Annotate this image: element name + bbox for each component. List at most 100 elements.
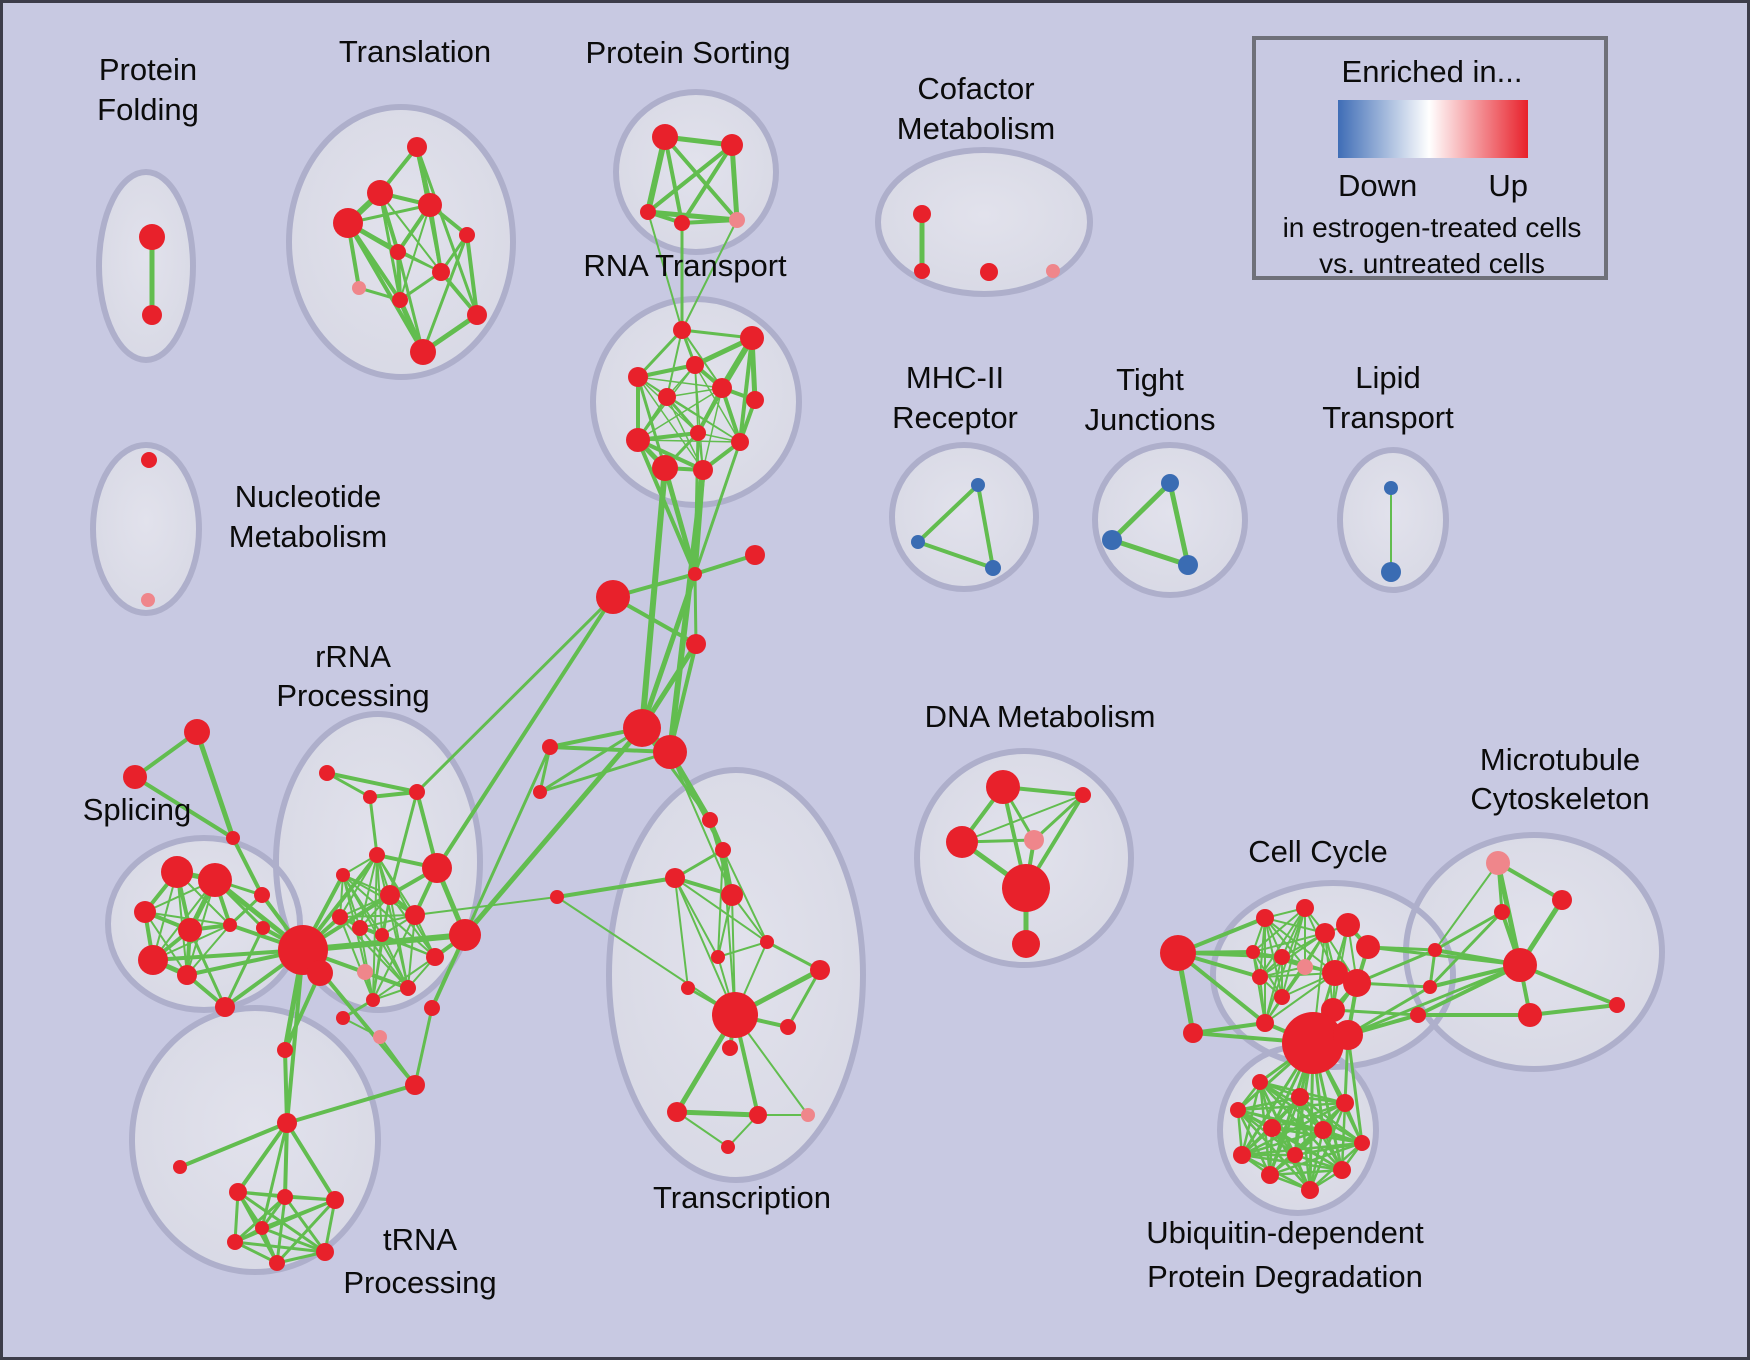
node-c6-red[interactable] [1315, 923, 1335, 943]
node-s3-red[interactable] [134, 901, 156, 923]
node-pf2-red[interactable] [142, 305, 162, 325]
node-m4-red[interactable] [1503, 948, 1537, 982]
node-u12-red[interactable] [1301, 1181, 1319, 1199]
node-tl3-red[interactable] [333, 208, 363, 238]
node-c7-red[interactable] [1336, 913, 1360, 937]
node-c4-red[interactable] [1274, 949, 1290, 965]
node-k4-red[interactable] [227, 1234, 243, 1250]
node-t8-red[interactable] [681, 981, 695, 995]
node-s1-red[interactable] [161, 856, 193, 888]
node-u8-red[interactable] [1233, 1146, 1251, 1164]
node-rt9-red[interactable] [690, 425, 706, 441]
node-b1-red[interactable] [1428, 943, 1442, 957]
node-lp1-blue[interactable] [1384, 481, 1398, 495]
node-d1-red[interactable] [986, 770, 1020, 804]
node-rt11-red[interactable] [652, 455, 678, 481]
node-tj2-blue[interactable] [1102, 530, 1122, 550]
node-ch1-red[interactable] [688, 567, 702, 581]
node-t16-red[interactable] [749, 1106, 767, 1124]
node-r24-red[interactable] [449, 919, 481, 951]
node-u3-red[interactable] [1336, 1094, 1354, 1112]
node-r18-red[interactable] [400, 980, 416, 996]
node-r10-red[interactable] [422, 853, 452, 883]
node-qi-red[interactable] [173, 1160, 187, 1174]
node-ps2-red[interactable] [721, 134, 743, 156]
node-cf3-red[interactable] [980, 263, 998, 281]
node-c14-red[interactable] [1282, 1012, 1344, 1074]
node-spt2-red[interactable] [123, 765, 147, 789]
node-ch2-red[interactable] [745, 545, 765, 565]
node-k2-red[interactable] [277, 1189, 293, 1205]
node-r3-red[interactable] [409, 784, 425, 800]
node-d2-red[interactable] [1075, 787, 1091, 803]
node-m6-red[interactable] [1609, 997, 1625, 1013]
node-mh2-blue[interactable] [911, 535, 925, 549]
node-m3-red[interactable] [1494, 904, 1510, 920]
node-tj3-blue[interactable] [1178, 555, 1198, 575]
node-u11-red[interactable] [1261, 1166, 1279, 1184]
node-rt3-red[interactable] [686, 356, 704, 374]
node-cf2-red[interactable] [914, 263, 930, 279]
node-r13-red[interactable] [332, 909, 348, 925]
node-u4-red[interactable] [1230, 1102, 1246, 1118]
node-tl8-pink[interactable] [352, 281, 366, 295]
node-s5-red[interactable] [223, 918, 237, 932]
node-r9-red[interactable] [375, 928, 389, 942]
node-u2-red[interactable] [1291, 1088, 1309, 1106]
node-t18-red[interactable] [721, 1140, 735, 1154]
node-r17-red[interactable] [426, 948, 444, 966]
node-cf1-red[interactable] [913, 205, 931, 223]
node-tl10-red[interactable] [467, 305, 487, 325]
node-s8-red[interactable] [177, 965, 197, 985]
node-u10-red[interactable] [1333, 1161, 1351, 1179]
node-c2-red[interactable] [1296, 899, 1314, 917]
node-r4-red[interactable] [369, 847, 385, 863]
node-lp2-blue[interactable] [1381, 562, 1401, 582]
node-r5-red[interactable] [336, 868, 350, 882]
node-s4-red[interactable] [178, 918, 202, 942]
node-ps3-red[interactable] [640, 204, 656, 220]
node-k5-red[interactable] [316, 1243, 334, 1261]
node-d6-red[interactable] [1012, 930, 1040, 958]
node-rt5-red[interactable] [658, 388, 676, 406]
node-rt10-red[interactable] [731, 433, 749, 451]
node-ps5-pink[interactable] [729, 212, 745, 228]
node-d3-red[interactable] [946, 826, 978, 858]
node-tl9-red[interactable] [392, 292, 408, 308]
node-c1-red[interactable] [1256, 909, 1274, 927]
node-t10-red[interactable] [712, 992, 758, 1038]
node-b3-red[interactable] [1410, 1007, 1426, 1023]
node-c10-red[interactable] [1274, 989, 1290, 1005]
node-s7-red[interactable] [138, 945, 168, 975]
node-hub1-red[interactable] [623, 709, 661, 747]
node-hub2-red[interactable] [653, 735, 687, 769]
node-tl2-red[interactable] [367, 180, 393, 206]
node-spt3-red[interactable] [226, 831, 240, 845]
node-m5-red[interactable] [1518, 1003, 1542, 1027]
node-c11-red[interactable] [1322, 960, 1348, 986]
node-tl7-red[interactable] [432, 263, 450, 281]
node-qc-red[interactable] [277, 1113, 297, 1133]
node-ch6-red[interactable] [533, 785, 547, 799]
node-c8-red[interactable] [1356, 935, 1380, 959]
node-rt7-red[interactable] [746, 391, 764, 409]
node-c9-red[interactable] [1252, 969, 1268, 985]
node-t7-red[interactable] [711, 950, 725, 964]
node-LH2-red[interactable] [307, 960, 333, 986]
node-r23-red[interactable] [405, 1075, 425, 1095]
node-rt6-red[interactable] [712, 378, 732, 398]
node-pf1-red[interactable] [139, 224, 165, 250]
node-t2-red[interactable] [715, 842, 731, 858]
node-c15-red[interactable] [1256, 1014, 1274, 1032]
node-s6-red[interactable] [254, 887, 270, 903]
node-r11-pink[interactable] [357, 964, 373, 980]
node-k3-red[interactable] [326, 1191, 344, 1209]
node-t9-red[interactable] [810, 960, 830, 980]
node-t6-red[interactable] [760, 935, 774, 949]
node-c5-pink[interactable] [1297, 959, 1313, 975]
node-r6-red[interactable] [380, 885, 400, 905]
node-u7-red[interactable] [1354, 1135, 1370, 1151]
node-t15-red[interactable] [667, 1102, 687, 1122]
node-s10-red[interactable] [256, 921, 270, 935]
node-rt2-red[interactable] [740, 326, 764, 350]
